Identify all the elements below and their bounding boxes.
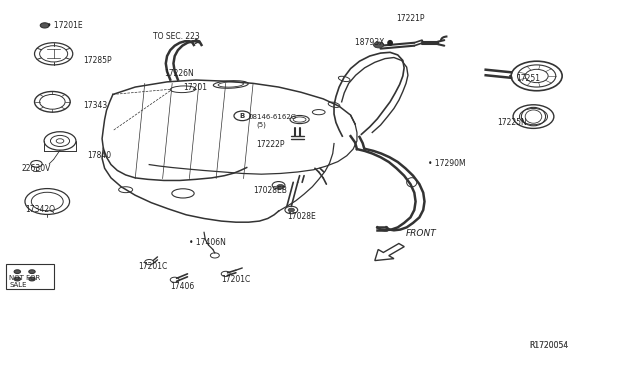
Text: R1720054: R1720054: [529, 341, 568, 350]
Text: 17343: 17343: [83, 101, 108, 110]
Text: R1720054: R1720054: [529, 341, 568, 350]
Text: 17226N: 17226N: [164, 69, 194, 78]
Circle shape: [14, 270, 20, 273]
Text: SALE: SALE: [9, 282, 26, 288]
Circle shape: [40, 23, 49, 28]
FancyArrow shape: [375, 244, 404, 260]
Text: 17406: 17406: [170, 282, 195, 291]
Text: 18793X ●: 18793X ●: [355, 38, 394, 47]
Text: 17201: 17201: [183, 83, 207, 92]
Text: 17342Q: 17342Q: [26, 205, 56, 215]
Text: FRONT: FRONT: [406, 229, 436, 238]
Text: 08146-6162G: 08146-6162G: [248, 113, 297, 119]
Text: 22630V: 22630V: [22, 164, 51, 173]
Text: B: B: [239, 113, 245, 119]
Bar: [6, 264, 54, 289]
Circle shape: [276, 185, 284, 189]
Text: • 17406N: • 17406N: [189, 238, 227, 247]
Text: NOT FOR: NOT FOR: [9, 275, 40, 280]
Text: 17028EB: 17028EB: [253, 186, 287, 195]
Text: TO SEC. 223: TO SEC. 223: [153, 32, 200, 41]
Circle shape: [14, 277, 20, 281]
Text: 17285P: 17285P: [83, 56, 111, 65]
Text: 17221P: 17221P: [396, 13, 425, 22]
Circle shape: [29, 277, 35, 281]
Text: 17840: 17840: [88, 151, 111, 160]
Text: 17251: 17251: [516, 74, 540, 83]
Circle shape: [288, 208, 294, 212]
Circle shape: [374, 42, 384, 48]
Text: 17201C: 17201C: [221, 275, 250, 283]
Text: 17222P: 17222P: [256, 140, 285, 149]
Text: (5): (5): [256, 122, 266, 128]
Text: 17201C: 17201C: [138, 262, 168, 271]
Circle shape: [29, 270, 35, 273]
Text: 17225N: 17225N: [497, 118, 527, 127]
Text: • 17290M: • 17290M: [428, 158, 466, 168]
Text: 17028E: 17028E: [287, 212, 316, 221]
Text: • 17201E: • 17201E: [47, 21, 83, 30]
